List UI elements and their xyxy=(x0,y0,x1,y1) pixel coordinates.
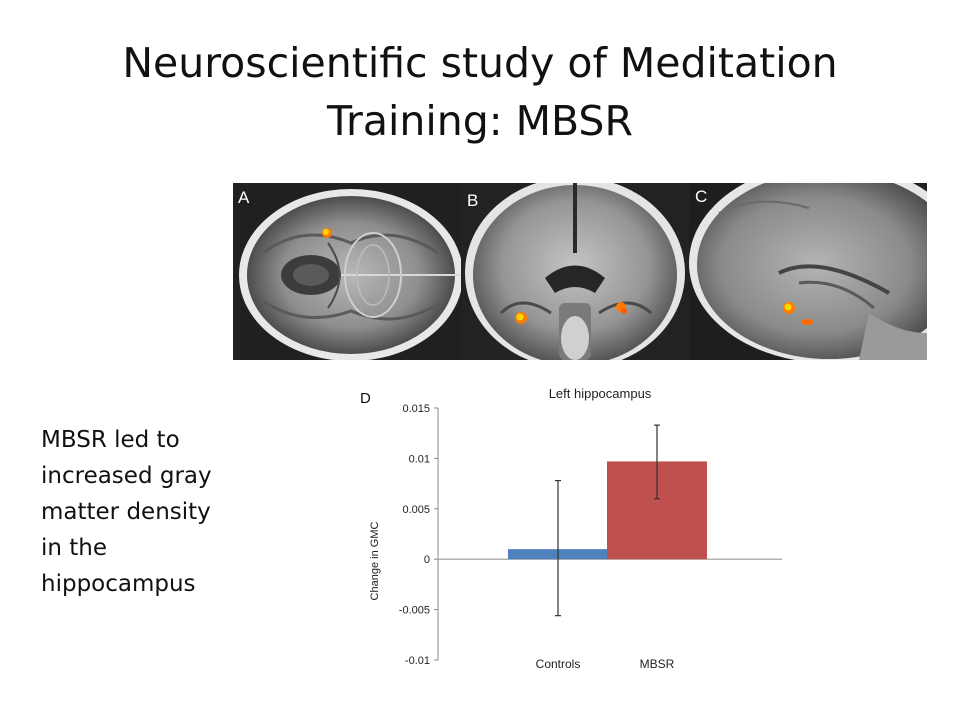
body-line: MBSR led to xyxy=(41,427,180,453)
x-category-label: MBSR xyxy=(640,657,675,671)
brain-panel-axial: A xyxy=(233,183,461,360)
x-category-label: Controls xyxy=(536,657,581,671)
brain-axial-image xyxy=(233,183,461,360)
y-tick-label: -0.01 xyxy=(405,655,430,667)
y-tick-label: -0.005 xyxy=(399,605,430,617)
brain-panel-coronal: B xyxy=(461,183,689,360)
brain-coronal-image xyxy=(461,183,689,360)
brain-scan-figure: A B xyxy=(233,183,927,360)
body-line: hippocampus xyxy=(41,571,196,597)
panel-letter: B xyxy=(467,191,479,210)
brain-sagittal-image xyxy=(689,183,927,360)
body-line: in the xyxy=(41,535,108,561)
gmc-bar-chart: D Left hippocampus Change in GMC 0.015 0.… xyxy=(360,386,782,671)
y-tick-label: 0.015 xyxy=(402,403,430,415)
chart-panel-letter: D xyxy=(360,390,371,407)
brain-panel-sagittal: C xyxy=(689,183,927,360)
slide-title: Neuroscientific study of Meditation Trai… xyxy=(40,34,920,150)
slide-title-line-1: Neuroscientific study of Meditation xyxy=(122,39,838,87)
panel-letter: A xyxy=(238,188,250,207)
y-tick-label: 0.01 xyxy=(409,453,430,465)
activation-spot xyxy=(801,319,813,325)
chart-title: Left hippocampus xyxy=(549,386,652,401)
body-line: matter density xyxy=(41,499,211,525)
panel-letter: C xyxy=(695,187,708,206)
slide-title-line-2: Training: MBSR xyxy=(327,97,633,145)
y-tick-label: 0.005 xyxy=(402,504,430,516)
y-axis-label: Change in GMC xyxy=(369,522,381,601)
body-line: increased gray xyxy=(41,463,212,489)
body-text: MBSR led to increased gray matter densit… xyxy=(41,422,281,602)
y-tick-label: 0 xyxy=(424,554,430,566)
